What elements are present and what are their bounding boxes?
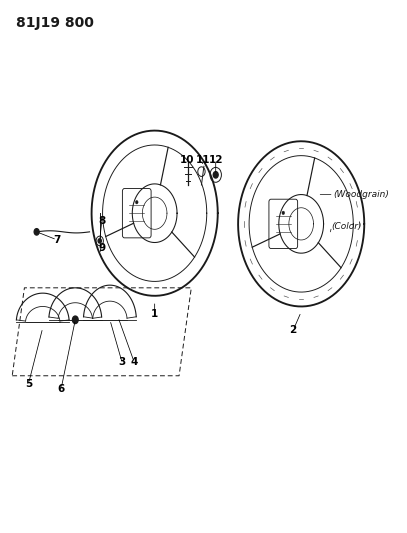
Text: 5: 5 bbox=[25, 379, 32, 389]
Text: (Woodgrain): (Woodgrain) bbox=[334, 190, 389, 199]
Text: 11: 11 bbox=[196, 155, 211, 165]
Text: 7: 7 bbox=[53, 235, 61, 245]
Circle shape bbox=[213, 172, 218, 178]
Circle shape bbox=[98, 239, 101, 243]
Text: 1: 1 bbox=[151, 310, 158, 319]
Circle shape bbox=[34, 229, 39, 235]
Text: 6: 6 bbox=[57, 384, 65, 394]
Circle shape bbox=[72, 316, 78, 324]
Text: 9: 9 bbox=[98, 243, 105, 253]
Circle shape bbox=[136, 200, 138, 204]
Text: 3: 3 bbox=[118, 358, 126, 367]
Text: 2: 2 bbox=[289, 326, 297, 335]
Text: 8: 8 bbox=[98, 216, 105, 226]
Circle shape bbox=[282, 211, 284, 215]
Text: 81J19 800: 81J19 800 bbox=[16, 16, 94, 30]
Text: (Color): (Color) bbox=[332, 222, 362, 231]
Text: 12: 12 bbox=[208, 155, 223, 165]
Text: 10: 10 bbox=[180, 155, 195, 165]
Text: 4: 4 bbox=[131, 358, 138, 367]
